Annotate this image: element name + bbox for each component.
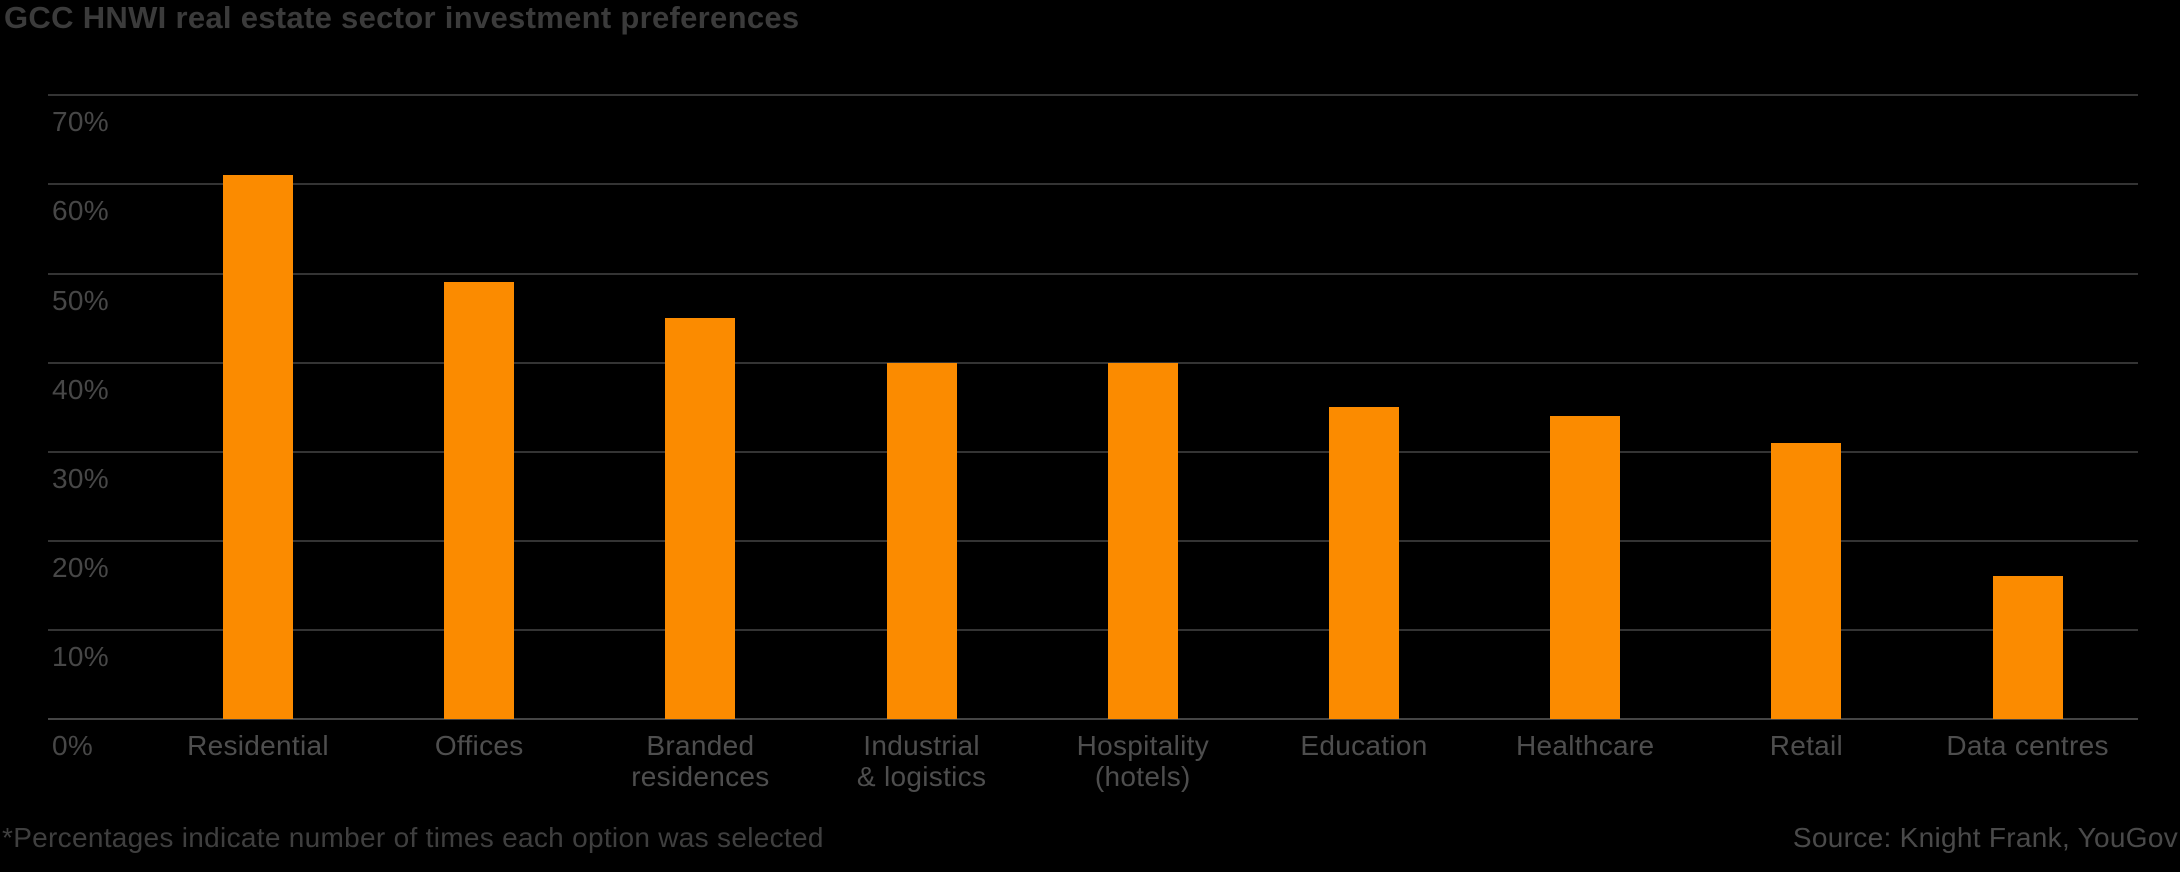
gridline-70 [48, 94, 2138, 97]
y-tick-label-20: 20% [52, 551, 109, 583]
y-tick-label-0: 0% [52, 730, 94, 761]
y-tick-label-10: 10% [52, 640, 109, 672]
y-tick-label-30: 30% [52, 462, 109, 494]
gridline-20 [48, 539, 2138, 542]
bar-hospitality-hotels [1107, 362, 1178, 719]
y-tick-label-60: 60% [52, 195, 109, 227]
x-category-label-retail: Retail [1769, 730, 1844, 761]
bar-data-centres [1992, 576, 2063, 719]
x-category-label-industrial-logistics: Industrial & logistics [856, 730, 987, 792]
gridline-60 [48, 183, 2138, 186]
y-tick-label-40: 40% [52, 373, 109, 405]
x-category-label-education: Education [1300, 730, 1428, 761]
bar-offices [444, 282, 515, 719]
x-category-label-data-centres: Data centres [1946, 730, 2109, 761]
bar-branded-residences [665, 318, 736, 719]
bar-industrial-logistics [886, 362, 957, 719]
bar-healthcare [1550, 416, 1621, 719]
x-axis-line [48, 718, 2138, 720]
source-credit: Source: Knight Frank, YouGov [1792, 822, 2178, 853]
y-tick-label-50: 50% [52, 284, 109, 316]
bar-residential [223, 175, 293, 719]
x-category-label-healthcare: Healthcare [1515, 730, 1655, 761]
bar-retail [1771, 442, 1842, 719]
gridline-50 [48, 272, 2138, 275]
footnote: *Percentages indicate number of times ea… [2, 822, 824, 853]
x-category-label-hospitality-hotels: Hospitality (hotels) [1076, 730, 1210, 792]
chart-title: GCC HNWI real estate sector investment p… [4, 0, 800, 35]
bar-education [1329, 407, 1399, 719]
y-tick-label-70: 70% [52, 106, 109, 138]
gridline-10 [48, 628, 2138, 631]
gridline-40 [48, 361, 2138, 364]
x-category-label-residential: Residential [187, 730, 329, 761]
x-category-label-offices: Offices [434, 730, 524, 761]
x-category-label-branded-residences: Branded residences [631, 730, 770, 792]
gridline-30 [48, 450, 2138, 453]
